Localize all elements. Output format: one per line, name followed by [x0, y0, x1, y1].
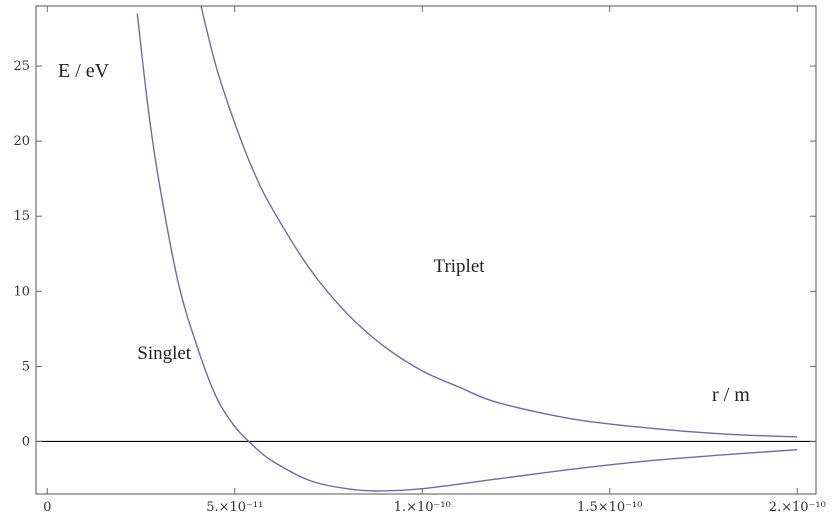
y-tick-label: 5	[22, 359, 30, 374]
y-tick-label: 20	[13, 134, 30, 149]
x-tick-label: 0	[43, 500, 51, 515]
series-triplet-line	[200, 6, 798, 438]
x-tick-label: 1.×10⁻¹⁰	[394, 500, 451, 515]
plot-frame	[35, 5, 817, 495]
x-tick-label: 5.×10⁻¹¹	[206, 500, 263, 515]
annotation-singlet: Singlet	[137, 343, 192, 364]
series-curves	[136, 6, 798, 492]
y-axis-ticks: 0 5 10 15 20 25	[13, 59, 816, 449]
x-axis-label: r / m	[712, 384, 750, 406]
x-tick-label: 1.5×10⁻¹⁰	[577, 500, 642, 515]
y-tick-label: 0	[22, 434, 30, 449]
y-tick-label: 25	[13, 59, 30, 74]
series-singlet-line	[136, 13, 798, 492]
x-axis-ticks: 0 5.×10⁻¹¹ 1.×10⁻¹⁰ 1.5×10⁻¹⁰ 2.×10⁻¹⁰	[43, 6, 826, 515]
x-tick-label: 2.×10⁻¹⁰	[769, 500, 826, 515]
annotation-triplet: Triplet	[434, 256, 486, 277]
y-tick-label: 10	[13, 284, 30, 299]
y-tick-label: 15	[13, 209, 30, 224]
y-axis-label: E / eV	[58, 60, 110, 82]
annotations: Triplet Singlet	[137, 256, 485, 364]
